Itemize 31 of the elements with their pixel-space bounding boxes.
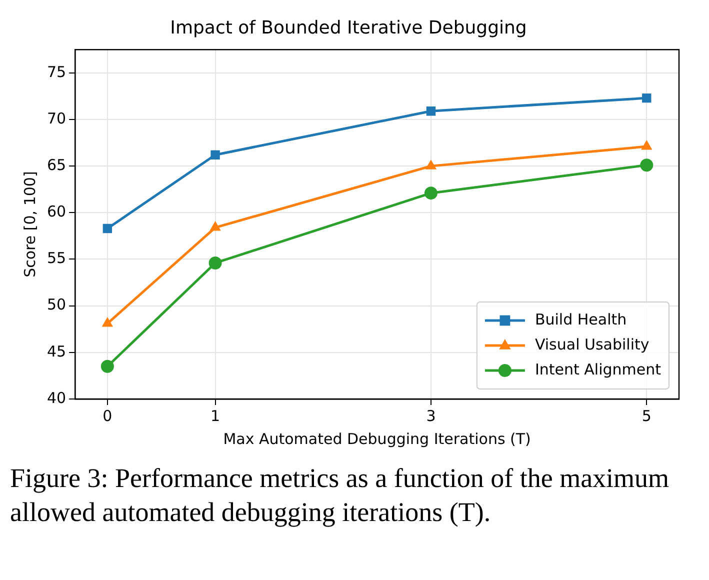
point	[640, 158, 654, 172]
y-tick-label: 45	[46, 342, 66, 360]
legend-label: Visual Usability	[534, 335, 650, 354]
point	[642, 93, 652, 103]
y-tick-label: 55	[46, 249, 66, 268]
y-tick-label: 40	[46, 388, 66, 407]
x-tick-label: 1	[210, 406, 220, 425]
x-axis-title: Max Automated Debugging Iterations (T)	[223, 430, 531, 448]
legend-label: Build Health	[534, 310, 627, 328]
y-tick-label: 60	[46, 202, 66, 221]
point	[100, 360, 114, 373]
x-tick-label: 0	[102, 406, 112, 425]
point	[425, 160, 437, 170]
point	[641, 140, 652, 150]
point	[102, 317, 114, 327]
point	[426, 106, 436, 116]
y-axis-title: Score [0, 100]	[20, 171, 39, 278]
point	[424, 186, 438, 200]
point	[210, 221, 221, 231]
point	[208, 256, 222, 270]
y-tick-label: 65	[46, 156, 66, 174]
y-tick-label: 50	[46, 296, 66, 314]
point	[102, 224, 112, 234]
x-tick-label: 3	[426, 406, 436, 425]
chart-title: Impact of Bounded Iterative Debugging	[170, 17, 527, 38]
legend-label: Intent Alignment	[534, 360, 662, 378]
caption: Figure 3: Performance metrics as a function of the maximum allowed automated debugging iterations (T).	[9, 462, 670, 529]
point	[210, 150, 220, 160]
y-tick-label: 70	[46, 109, 66, 128]
y-tick-label: 75	[46, 62, 66, 81]
x-tick-label: 5	[642, 406, 652, 425]
